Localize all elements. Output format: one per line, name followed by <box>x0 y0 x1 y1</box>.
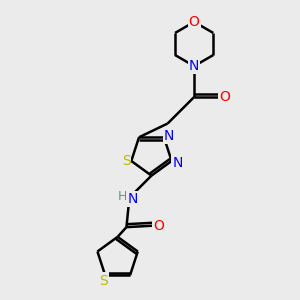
Text: N: N <box>172 156 183 170</box>
Text: S: S <box>122 154 130 168</box>
Text: N: N <box>164 129 174 143</box>
Text: O: O <box>153 219 164 233</box>
Text: N: N <box>189 59 200 73</box>
Text: S: S <box>99 274 108 287</box>
Text: H: H <box>118 190 128 203</box>
Text: O: O <box>189 15 200 29</box>
Text: O: O <box>219 90 230 104</box>
Text: N: N <box>127 192 137 206</box>
